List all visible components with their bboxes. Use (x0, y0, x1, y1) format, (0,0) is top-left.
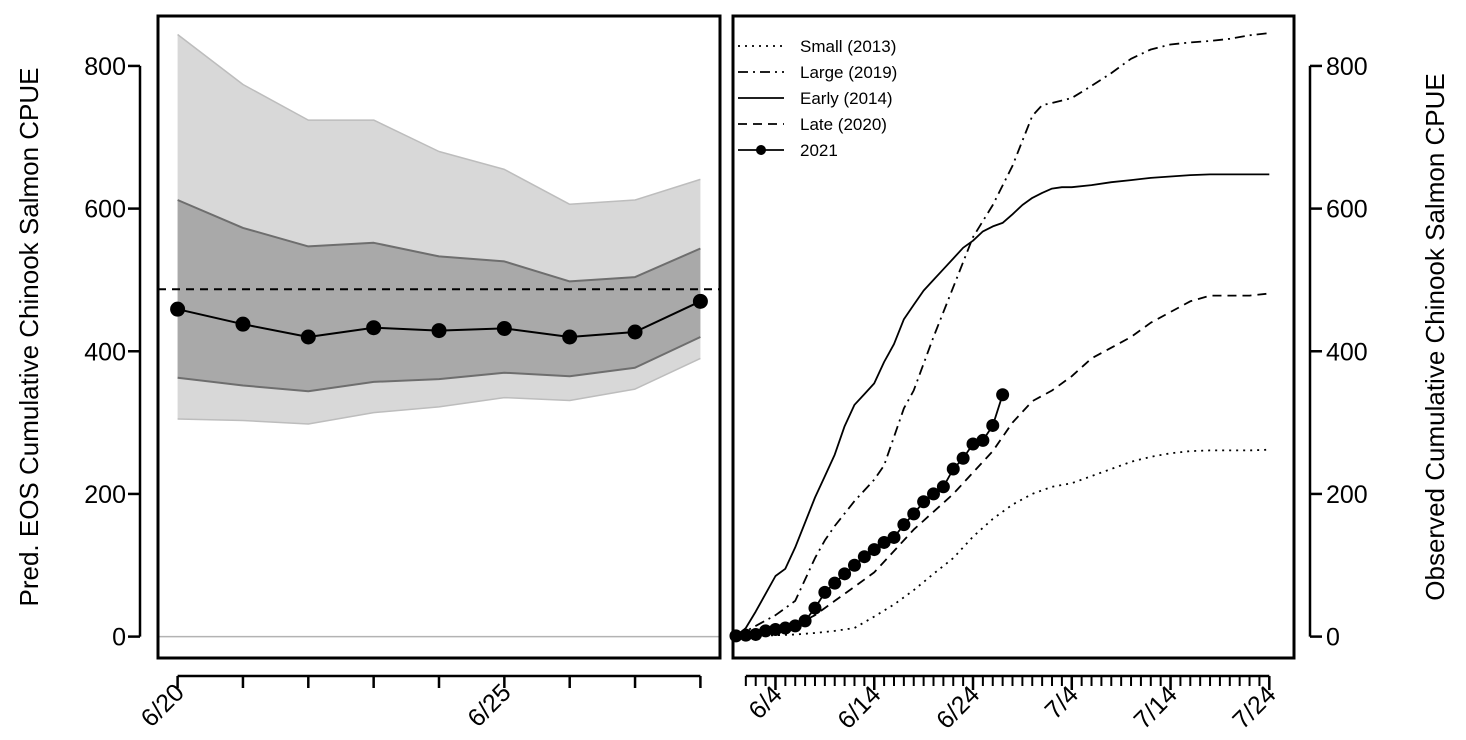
series-point-2021 (946, 462, 960, 476)
inner-band-lower-edge (177, 336, 701, 393)
left-plot-frame (156, 14, 722, 660)
series-point-2021 (956, 451, 970, 465)
series-point-2021 (798, 614, 812, 628)
prediction-point (692, 293, 708, 309)
right-x-tick-label: 7/24 (1227, 680, 1281, 734)
prediction-point (366, 320, 382, 336)
series-point-2021 (818, 585, 832, 599)
right-y-axis-title: Observed Cumulative Chinook Salmon CPUE (1420, 73, 1450, 600)
prediction-point (562, 329, 578, 345)
left-y-tick-label: 600 (84, 196, 126, 224)
right-y-tick-label: 0 (1326, 624, 1340, 652)
series-line-small-2013 (735, 448, 1270, 638)
inner-band-upper-edge (177, 199, 701, 283)
right-x-tick-label: 6/24 (931, 680, 985, 734)
series-point-2021 (897, 518, 911, 532)
left-y-tick-label: 800 (84, 53, 126, 81)
series-point-2021 (847, 558, 861, 572)
series-line-early-2014 (735, 173, 1270, 638)
prediction-point (627, 324, 643, 340)
prediction-point (170, 301, 186, 317)
legend-entry-label: 2021 (800, 141, 838, 160)
series-point-2021 (808, 601, 822, 615)
left-y-axis-title: Pred. EOS Cumulative Chinook Salmon CPUE (14, 67, 44, 606)
series-point-2021 (966, 437, 980, 451)
outer-band-lower-edge (177, 357, 701, 425)
left-chart-panel: 0 200 400 600 800 6/20 6/25 (84, 14, 722, 733)
series-point-2021 (936, 480, 950, 494)
outer-band-upper-edge (177, 33, 701, 206)
prediction-point (496, 320, 512, 336)
legend-swatch-marker (756, 145, 766, 155)
series-point-2021 (887, 530, 901, 544)
right-y-tick-label: 600 (1326, 196, 1368, 224)
prediction-point (300, 329, 316, 345)
right-x-tick-label: 7/4 (1040, 680, 1084, 724)
series-line-late-2020 (735, 292, 1270, 638)
series-point-2021 (996, 388, 1010, 402)
right-x-tick-label: 7/14 (1129, 680, 1183, 734)
series-line-large-2019 (735, 32, 1270, 638)
right-plot-frame (731, 14, 1296, 660)
right-y-tick-label: 400 (1326, 338, 1368, 366)
left-x-tick-label: 6/25 (462, 678, 516, 732)
right-y-tick-label: 800 (1326, 53, 1368, 81)
right-x-tick-label: 6/14 (832, 680, 886, 734)
legend-entry-label: Small (2013) (800, 37, 896, 56)
legend-entry-label: Early (2014) (800, 89, 893, 108)
series-point-2021 (768, 622, 782, 636)
legend-entry-label: Late (2020) (800, 115, 887, 134)
series-point-2021 (857, 550, 871, 564)
series-point-2021 (749, 627, 763, 641)
series-point-2021 (838, 567, 852, 581)
left-y-tick-label: 0 (112, 624, 126, 652)
prediction-point (235, 316, 251, 332)
series-point-2021 (917, 495, 931, 509)
right-chart-panel: Small (2013) Large (2019) Early (2014) Late… (729, 14, 1368, 735)
right-x-tick-label: 6/4 (743, 680, 787, 724)
series-point-2021 (926, 487, 940, 501)
prediction-point (431, 323, 447, 339)
legend-entry-label: Large (2019) (800, 63, 897, 82)
series-point-2021 (976, 433, 990, 447)
series-point-2021 (986, 418, 1000, 432)
right-y-tick-label: 200 (1326, 481, 1368, 509)
series-point-2021 (778, 621, 792, 635)
series-point-2021 (739, 628, 753, 642)
series-point-2021 (867, 543, 881, 557)
left-y-tick-label: 200 (84, 481, 126, 509)
series-line-2021 (735, 394, 1004, 637)
left-x-tick-label: 6/20 (136, 678, 190, 732)
series-point-2021 (759, 624, 773, 638)
series-point-2021 (907, 507, 921, 521)
series-point-2021 (877, 535, 891, 549)
series-point-2021 (788, 619, 802, 633)
left-y-tick-label: 400 (84, 338, 126, 366)
series-point-2021 (828, 576, 842, 590)
